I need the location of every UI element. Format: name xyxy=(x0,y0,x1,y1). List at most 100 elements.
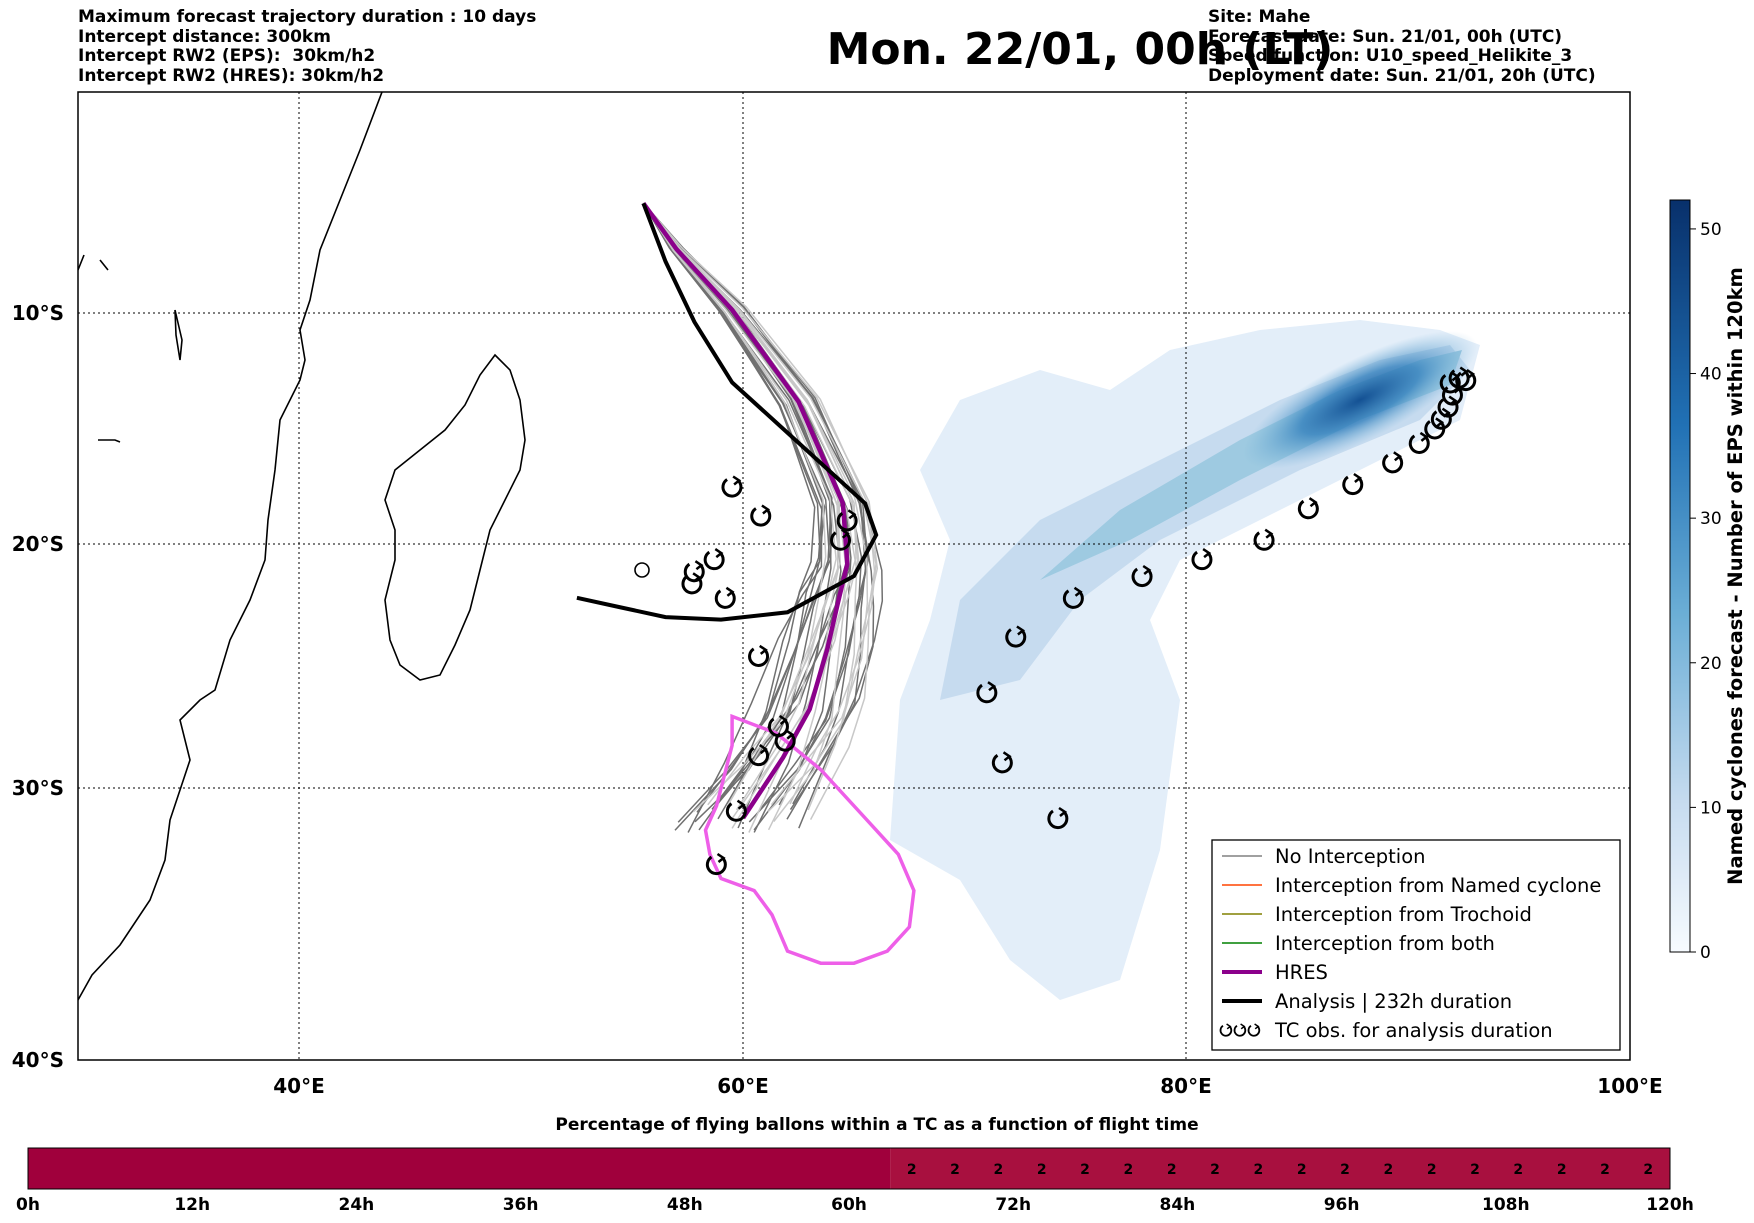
africa-coast-fragments xyxy=(78,254,109,271)
reunion-coast xyxy=(634,562,650,578)
forecast-trajectory-pink xyxy=(703,713,916,965)
bar-value-label: 2 xyxy=(1470,1162,1480,1178)
lon-tick-label: 40°E xyxy=(273,1074,325,1098)
bar-value-label: 2 xyxy=(1124,1162,1134,1178)
flight-time-bar: 2 2 2 2 2 2 2 2 2 2 2 2 2 2 2 2 2 2 0h 12h 24h 36h 48h 60h 72h 8… xyxy=(16,1147,1694,1215)
bar-tick-label: 24h xyxy=(339,1195,375,1215)
page-title: Mon. 22/01, 00h (LT) xyxy=(826,24,1334,75)
cyclone-symbol-icon xyxy=(830,528,852,551)
cyclone-symbol-icon xyxy=(725,799,747,822)
lake-fragment-coast xyxy=(98,439,121,443)
bar-value-label: 2 xyxy=(1340,1162,1350,1178)
cyclone-symbol-icon xyxy=(836,509,858,532)
bar-value-label: 2 xyxy=(1600,1162,1610,1178)
bar-value-label: 2 xyxy=(1513,1162,1523,1178)
density-core xyxy=(1242,331,1478,469)
cyclone-symbol-icon xyxy=(1253,528,1275,551)
cyclone-symbol-icon xyxy=(1342,472,1364,496)
bar-tick-label: 36h xyxy=(503,1195,539,1215)
bar-tick-label: 108h xyxy=(1482,1195,1530,1215)
cyclone-symbol-icon xyxy=(1062,586,1084,609)
eps-trajectory xyxy=(642,202,826,831)
flight-bar-title: Percentage of flying ballons within a TC… xyxy=(555,1115,1199,1135)
lat-tick-label: 10°S xyxy=(12,301,64,325)
bar-segment-values xyxy=(890,1148,1670,1189)
map-plot-area xyxy=(77,91,1631,1061)
bar-tick-label: 48h xyxy=(667,1195,703,1215)
cyclone-symbol-icon xyxy=(976,681,998,704)
bar-tick-label: 60h xyxy=(831,1195,867,1215)
bar-value-label: 2 xyxy=(1557,1162,1567,1178)
cyclone-symbol-icon xyxy=(681,572,703,595)
hres-trajectory xyxy=(641,201,850,820)
bar-value-label: 2 xyxy=(1297,1162,1307,1178)
cyclone-symbol-icon xyxy=(1439,371,1461,394)
bar-value-label: 2 xyxy=(1427,1162,1437,1178)
cyclone-symbol-icon xyxy=(1247,1023,1261,1037)
cyclone-symbol-icon xyxy=(1297,497,1319,520)
bar-value-label: 2 xyxy=(1384,1162,1394,1178)
colorbar-tick-label: 0 xyxy=(1700,943,1711,963)
cyclone-symbol-icon xyxy=(1233,1023,1247,1037)
eps-trajectory xyxy=(642,202,876,820)
bar-value-label: 2 xyxy=(1167,1162,1177,1178)
colorbar-tick-label: 50 xyxy=(1700,220,1722,240)
africa-coast xyxy=(78,92,383,1001)
info-intercept-distance: Intercept distance: 300km xyxy=(78,26,331,47)
cyclone-symbol-icon xyxy=(1219,1023,1233,1037)
legend-item-label: Analysis | 232h duration xyxy=(1275,990,1512,1013)
cyclone-symbol-icon xyxy=(1424,417,1446,440)
cyclone-symbol-icon xyxy=(1131,564,1153,588)
bar-tick-label: 12h xyxy=(174,1195,210,1215)
bar-value-label: 2 xyxy=(1210,1162,1220,1178)
legend-item-label: No Interception xyxy=(1275,845,1426,868)
legend-item-label: Interception from Trochoid xyxy=(1275,903,1532,926)
legend-item-label: HRES xyxy=(1275,961,1328,984)
lon-tick-label: 100°E xyxy=(1597,1074,1662,1098)
cyclone-symbol-icon xyxy=(705,852,727,876)
tc-observations xyxy=(681,366,1477,876)
lake-malawi-coast xyxy=(174,309,183,361)
eps-trajectory xyxy=(642,202,879,811)
info-deployment-date: Deployment date: Sun. 21/01, 20h (UTC) xyxy=(1208,65,1596,86)
colorbar-gradient xyxy=(1669,199,1691,953)
colorbar-tick-label: 30 xyxy=(1700,509,1722,529)
bar-value-label: 2 xyxy=(950,1162,960,1178)
run-info-left: Maximum forecast trajectory duration : 1… xyxy=(78,7,537,86)
info-max-duration: Maximum forecast trajectory duration : 1… xyxy=(78,7,537,27)
bar-value-label: 2 xyxy=(1254,1162,1264,1178)
colorbar-tick-label: 40 xyxy=(1700,365,1722,385)
bar-tick-label: 120h xyxy=(1646,1195,1694,1215)
eps-trajectory xyxy=(642,202,823,833)
bar-value-label: 2 xyxy=(907,1162,917,1178)
eps-trajectory xyxy=(642,202,841,805)
legend-item-label: TC obs. for analysis duration xyxy=(1274,1019,1553,1042)
bar-value-label: 2 xyxy=(1037,1162,1047,1178)
bar-tick-label: 72h xyxy=(995,1195,1031,1215)
legend-item-label: Interception from both xyxy=(1275,932,1495,955)
cyclone-symbol-icon xyxy=(703,548,725,571)
graticule xyxy=(78,92,1630,1060)
madagascar-coast xyxy=(384,353,526,681)
cyclone-symbol-icon xyxy=(991,751,1013,774)
lon-tick-label: 80°E xyxy=(1160,1074,1212,1098)
cyclone-density-field xyxy=(890,320,1480,1000)
bar-value-label: 2 xyxy=(1643,1162,1653,1178)
density-colorbar: 0 10 20 30 40 50 Named cyclones forecast - Nu… xyxy=(1669,199,1747,963)
lat-tick-label: 20°S xyxy=(12,532,64,556)
colorbar-tick-label: 20 xyxy=(1700,654,1722,674)
colorbar-label: Named cyclones forecast - Number of EPS … xyxy=(1724,267,1747,885)
lat-tick-label: 40°S xyxy=(12,1048,64,1072)
bar-segment-zero xyxy=(28,1148,891,1189)
info-intercept-eps: Intercept RW2 (EPS): 30km/h2 xyxy=(78,46,376,66)
legend-item-label: Interception from Named cyclone xyxy=(1275,874,1601,897)
run-info-right: Site: Mahe Forecast date: Sun. 21/01, 00… xyxy=(1208,7,1596,86)
cyclone-symbol-icon xyxy=(1408,431,1430,454)
eps-trajectory xyxy=(642,202,884,829)
info-intercept-hres: Intercept RW2 (HRES): 30km/h2 xyxy=(78,65,385,86)
lat-tick-label: 30°S xyxy=(12,776,64,800)
cyclone-symbol-icon xyxy=(748,644,770,667)
colorbar-tick-label: 10 xyxy=(1700,798,1722,818)
info-speed-function: Speed function: U10_speed_Helikite_3 xyxy=(1208,46,1573,66)
map-legend: No Interception Interception from Named c… xyxy=(1211,839,1621,1051)
